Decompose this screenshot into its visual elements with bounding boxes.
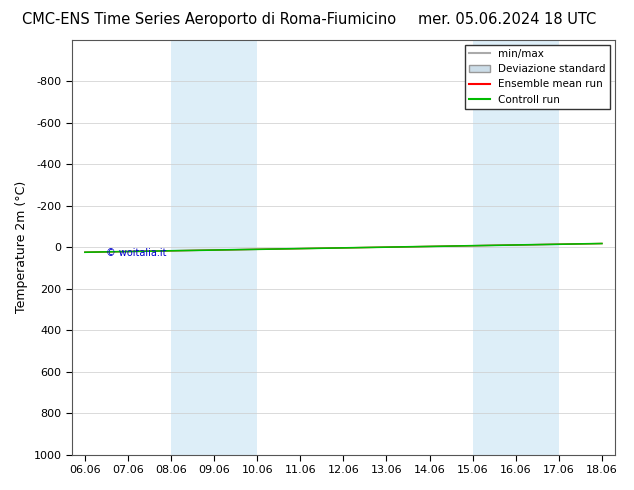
Y-axis label: Temperature 2m (°C): Temperature 2m (°C)	[15, 181, 28, 313]
Bar	[473, 40, 559, 455]
Legend: min/max, Deviazione standard, Ensemble mean run, Controll run: min/max, Deviazione standard, Ensemble m…	[465, 45, 610, 109]
Text: mer. 05.06.2024 18 UTC: mer. 05.06.2024 18 UTC	[418, 12, 597, 27]
Bar	[171, 40, 257, 455]
Text: CMC-ENS Time Series Aeroporto di Roma-Fiumicino: CMC-ENS Time Series Aeroporto di Roma-Fi…	[22, 12, 396, 27]
Text: © woitalia.it: © woitalia.it	[107, 248, 167, 258]
